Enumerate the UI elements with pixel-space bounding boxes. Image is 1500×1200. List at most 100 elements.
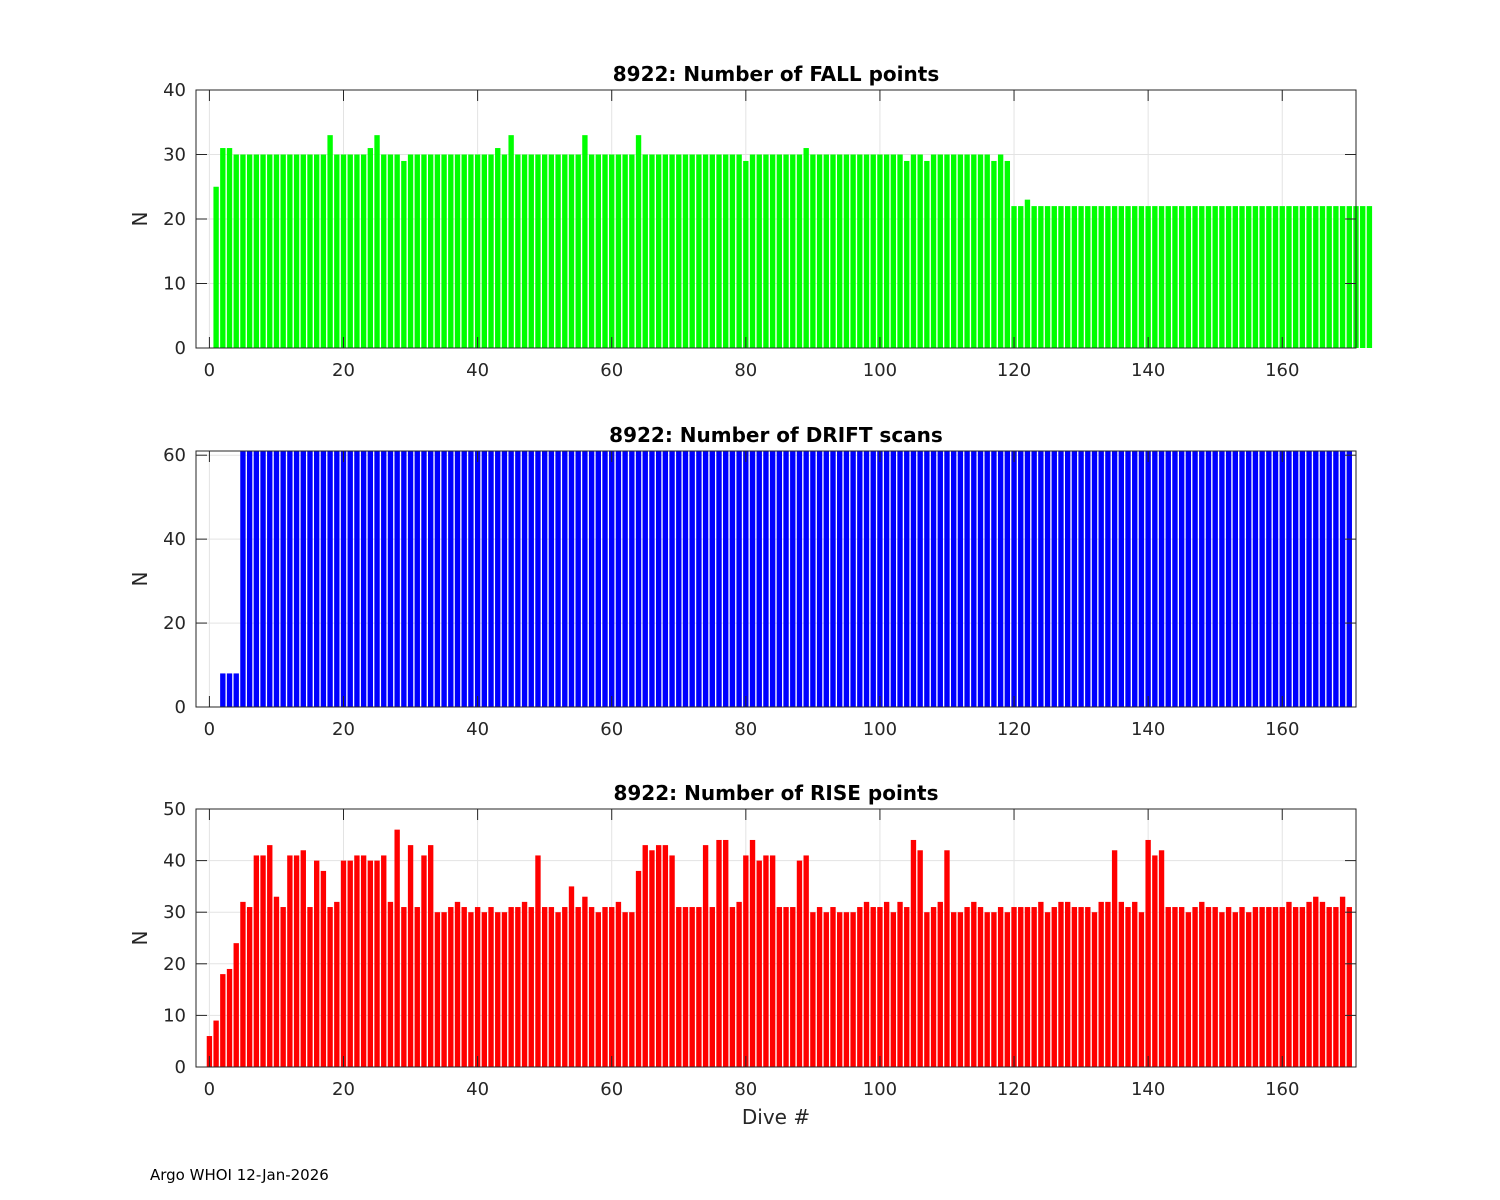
bar: [1004, 912, 1011, 1067]
bar: [1199, 901, 1205, 1067]
bar: [689, 154, 695, 348]
bar: [293, 451, 300, 707]
bar: [1299, 451, 1306, 707]
bar: [769, 154, 776, 348]
bar: [300, 154, 306, 348]
y-axis-label: N: [128, 931, 152, 946]
bar: [837, 154, 843, 348]
bar: [870, 907, 876, 1067]
bar: [354, 154, 360, 348]
bar: [421, 451, 427, 707]
bar: [904, 451, 910, 707]
bar: [1286, 901, 1292, 1067]
bar: [206, 1036, 213, 1067]
axes-box: [195, 450, 1357, 708]
bar: [387, 154, 394, 348]
bar: [1346, 907, 1352, 1067]
bar: [548, 907, 555, 1067]
chart-title: 8922: Number of RISE points: [613, 781, 938, 805]
bar: [1259, 451, 1265, 707]
bar: [562, 154, 568, 348]
bar: [615, 154, 622, 348]
bar: [1185, 206, 1192, 348]
bar: [595, 912, 601, 1067]
x-tick-label: 40: [466, 719, 489, 740]
bar: [1185, 912, 1192, 1067]
bar: [971, 451, 977, 707]
x-tick-label: 0: [204, 719, 215, 740]
bar: [803, 451, 809, 707]
bar: [1246, 206, 1252, 348]
x-tick-label: 80: [734, 1079, 757, 1100]
bar: [1319, 206, 1326, 348]
bar: [1339, 206, 1346, 348]
bar: [689, 907, 695, 1067]
bar: [1071, 907, 1078, 1067]
x-tick-label: 0: [204, 360, 215, 381]
bar: [669, 855, 675, 1067]
bar: [843, 912, 850, 1067]
bar: [1306, 206, 1312, 348]
bar: [729, 907, 736, 1067]
bar: [1326, 451, 1332, 707]
bar: [1165, 206, 1171, 348]
bar: [723, 839, 729, 1067]
bar: [1185, 451, 1192, 707]
bar: [977, 907, 984, 1067]
bar: [1091, 451, 1098, 707]
bar: [347, 451, 353, 707]
bar: [327, 135, 333, 348]
bar: [461, 907, 467, 1067]
bar: [977, 154, 984, 348]
bar: [709, 154, 715, 348]
bar: [984, 912, 990, 1067]
bar: [883, 901, 890, 1067]
bar: [273, 896, 280, 1067]
bar: [682, 907, 689, 1067]
bar: [1212, 451, 1218, 707]
bar: [1105, 451, 1111, 707]
bar: [837, 451, 843, 707]
x-tick-label: 140: [1131, 1079, 1165, 1100]
bar: [474, 154, 481, 348]
bar: [883, 154, 890, 348]
bar: [233, 154, 239, 348]
x-tick-label: 20: [332, 360, 355, 381]
bar: [1064, 451, 1071, 707]
bar: [407, 845, 414, 1067]
bar: [615, 451, 622, 707]
bar: [401, 160, 407, 348]
bar: [495, 912, 501, 1067]
x-tick-label: 120: [997, 719, 1031, 740]
bar: [320, 451, 327, 707]
bar: [1219, 206, 1225, 348]
y-tick-label: 20: [163, 209, 186, 230]
bar: [1152, 451, 1158, 707]
bar: [850, 451, 856, 707]
bar: [702, 154, 709, 348]
bar: [1239, 206, 1245, 348]
bar: [314, 154, 320, 348]
bar: [1145, 839, 1151, 1067]
bar: [1078, 907, 1084, 1067]
bar: [669, 451, 675, 707]
bar: [930, 154, 937, 348]
bar: [991, 912, 997, 1067]
bar: [267, 451, 273, 707]
bar: [1078, 206, 1084, 348]
bar: [387, 451, 394, 707]
bar: [1172, 451, 1178, 707]
bar: [461, 154, 467, 348]
bar: [769, 451, 776, 707]
bar: [508, 135, 514, 348]
bar: [857, 907, 863, 1067]
bar: [1239, 451, 1245, 707]
y-tick-label: 0: [175, 1057, 186, 1078]
bar: [702, 451, 709, 707]
bar: [1038, 206, 1044, 348]
bar: [1199, 451, 1205, 707]
bar: [521, 154, 528, 348]
bar: [1266, 451, 1272, 707]
bar: [602, 907, 608, 1067]
bar: [481, 912, 488, 1067]
